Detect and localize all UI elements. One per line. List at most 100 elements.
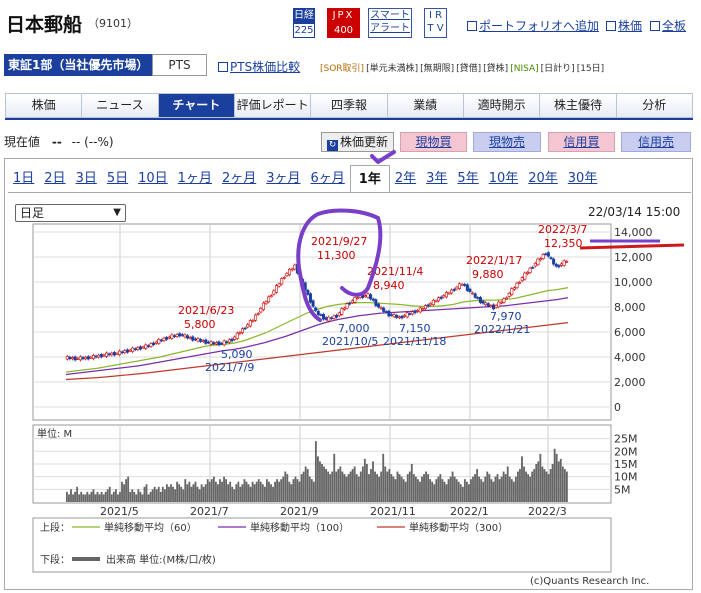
tab-rating-report[interactable]: 評価レポート (234, 93, 312, 118)
range-tab[interactable]: 3日 (75, 171, 97, 186)
volume-bar (259, 481, 262, 502)
tab-disclosure[interactable]: 適時開示 (463, 93, 541, 118)
range-tab[interactable]: 30年 (567, 171, 598, 186)
volume-bar (380, 471, 383, 502)
volume-bar (370, 469, 372, 502)
volume-bar (129, 491, 132, 502)
volume-bar (416, 479, 419, 502)
range-tab[interactable]: 2日 (44, 171, 66, 186)
volume-bar (314, 441, 317, 502)
annotation-value: 7,970 (490, 310, 522, 323)
range-tab[interactable]: 2年 (394, 171, 417, 186)
range-tab[interactable]: 10日 (138, 171, 168, 186)
annotation-value: 9,880 (472, 268, 504, 281)
volume-bar (92, 489, 95, 502)
volume-bar (512, 481, 515, 502)
tab-shareholder-benefits[interactable]: 株主優待 (540, 93, 617, 118)
tab-news[interactable]: ニュース (82, 93, 159, 118)
market-tab-pts[interactable]: PTS (152, 54, 207, 76)
candle-body (424, 305, 428, 309)
candle-body (557, 265, 561, 268)
candle-body (489, 305, 493, 307)
volume-bar (255, 481, 258, 502)
range-tab[interactable]: 3年 (426, 171, 448, 186)
interval-select[interactable]: 日足 ▼ (15, 204, 126, 222)
nikkei225-badge[interactable]: 日経 225 (293, 8, 315, 38)
volume-bar (288, 481, 291, 502)
candle-body (426, 304, 430, 307)
market-tab-tse1[interactable]: 東証1部（当社優先市場） (4, 54, 152, 76)
tab-analysis[interactable]: 分析 (616, 93, 693, 118)
jpx400-badge[interactable]: JPX 400 (327, 8, 360, 38)
candle-body (84, 356, 88, 360)
legend-upper-label: 上段： (40, 521, 70, 534)
range-tab[interactable]: 1日 (13, 171, 35, 186)
range-tab[interactable]: 1年 (349, 165, 390, 192)
candle-body (463, 283, 467, 286)
volume-bar (286, 474, 289, 502)
cash-buy-button[interactable]: 現物買 (400, 132, 467, 152)
candle-body (81, 357, 85, 360)
range-tab[interactable]: 3ヶ月 (266, 171, 301, 186)
candle-body (222, 340, 226, 346)
volume-bar (463, 479, 466, 502)
volume-bar (139, 491, 142, 502)
range-tab[interactable]: 6ヶ月 (310, 171, 345, 186)
margin-buy-button[interactable]: 信用買 (548, 132, 615, 152)
volume-bar (547, 474, 550, 502)
range-tab[interactable]: 10年 (488, 171, 519, 186)
volume-bar (100, 491, 103, 502)
volume-bar (180, 486, 183, 502)
volume-bar (433, 484, 436, 502)
cash-sell-button[interactable]: 現物売 (473, 132, 541, 152)
candle-body (220, 343, 224, 345)
volume-bar (66, 491, 68, 502)
stock-price-link[interactable]: 株価 (606, 17, 642, 34)
tab-stock-price[interactable]: 株価 (5, 93, 83, 118)
volume-bar (274, 481, 276, 502)
candle-body (559, 263, 563, 266)
volume-bar (521, 456, 523, 502)
candle-body (120, 351, 124, 354)
y-tick-label: 2,000 (614, 376, 646, 389)
range-tab[interactable]: 20年 (528, 171, 558, 186)
ir-tv-button[interactable]: I R T V (424, 8, 447, 38)
legend-item: 単純移動平均（60） (104, 521, 197, 534)
volume-bar (151, 489, 154, 502)
range-tab[interactable]: 1ヶ月 (177, 171, 212, 186)
volume-bar (445, 484, 448, 502)
candle-body (366, 293, 370, 298)
candle-body (212, 342, 216, 345)
candle-body (227, 339, 231, 343)
margin-sell-button[interactable]: 信用売 (621, 132, 691, 152)
volume-bar (137, 489, 140, 502)
volume-bar (353, 466, 356, 502)
candle-body (541, 254, 545, 259)
tab-chart[interactable]: チャート (158, 93, 235, 118)
tab-shikiho[interactable]: 四季報 (311, 93, 388, 118)
smart-alert-button[interactable]: スマート アラート (368, 8, 412, 38)
volume-bar (470, 479, 472, 502)
volume-bar (161, 486, 164, 502)
range-tab[interactable]: 5年 (457, 171, 479, 186)
volume-bar (488, 474, 491, 502)
candle-body (345, 303, 349, 309)
tab-earnings[interactable]: 業績 (387, 93, 464, 118)
tag: [無期限] (420, 64, 455, 74)
volume-bar (308, 476, 311, 502)
refresh-price-button[interactable]: ↻ 株価更新 (321, 132, 394, 152)
pts-compare-link[interactable]: PTS株価比較 (218, 58, 300, 75)
portfolio-add-link[interactable]: ポートフォリオへ追加 (467, 17, 599, 34)
tag: [15日] (576, 64, 605, 74)
full-board-link[interactable]: 全板 (650, 17, 686, 34)
range-tab[interactable]: 2ヶ月 (221, 171, 257, 186)
tag: [日計り] (540, 64, 575, 74)
badge-bottom: 225 (294, 25, 314, 36)
volume-bar (496, 474, 499, 502)
range-tab[interactable]: 5日 (106, 171, 129, 186)
annotation-date: 2021/9/27 (311, 235, 367, 248)
y-tick-label: 10,000 (614, 276, 653, 289)
candle-body (91, 354, 95, 359)
price-grid: 14,000 12,000 10,000 8,000 6,000 4,000 2,000 0 (32, 223, 653, 421)
candle-body (473, 293, 477, 298)
